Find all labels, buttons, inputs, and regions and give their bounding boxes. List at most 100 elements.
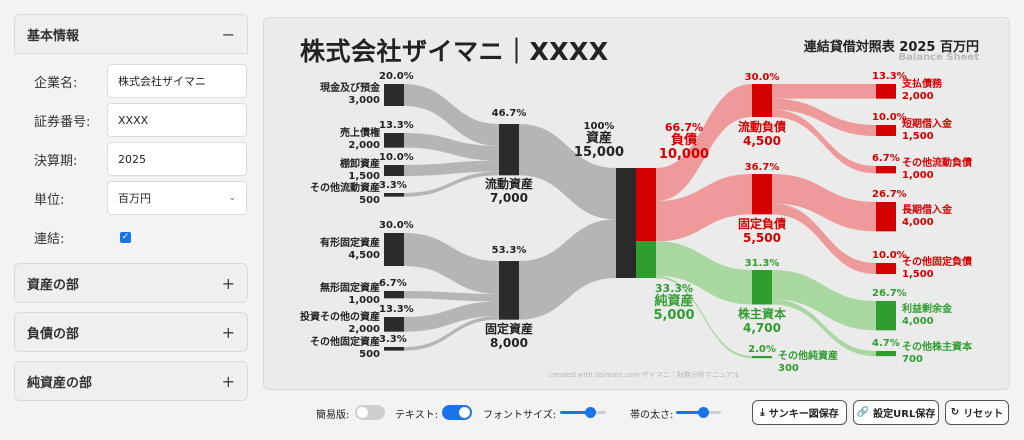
asset-item-label: 無形固定資産 1,000 <box>320 282 380 306</box>
liability-item-pct: 10.0% <box>872 250 907 261</box>
save-url-button[interactable]: 🔗 設定URL保存 <box>853 400 939 425</box>
sankey-panel: 株式会社ザイマニ｜XXXX 連結貸借対照表 2025 百万円 Balance S… <box>263 17 1010 390</box>
total-assets-pct: 100% <box>583 121 615 132</box>
liability-item-node <box>876 84 896 99</box>
expand-icon[interactable]: + <box>221 371 235 391</box>
equity-item-pct: 26.7% <box>872 288 907 299</box>
asset-item-node <box>384 193 404 197</box>
equity-section-header[interactable]: 純資産の部 + <box>14 361 248 401</box>
save-sankey-button[interactable]: ⤓ サンキー図保存 <box>752 400 847 425</box>
asset-item-pct: 13.3% <box>379 304 414 315</box>
fiscal-year-value: 2025 <box>118 152 146 166</box>
equity-pct: 33.3% <box>654 282 694 295</box>
liability-item-node <box>876 202 896 232</box>
asset-item-pct: 30.0% <box>379 220 414 231</box>
assets-section-title: 資産の部 <box>27 277 80 293</box>
fiscal-year-input[interactable]: 2025 <box>107 142 247 176</box>
liability-item-flow <box>772 203 876 274</box>
equity-item-flow <box>772 299 876 357</box>
asset-item-node <box>384 165 404 176</box>
asset-group-flow <box>519 219 616 320</box>
reset-label: リセット <box>963 409 1004 420</box>
collapse-icon[interactable]: − <box>221 24 235 44</box>
liability-item-label: 長期借入金 4,000 <box>902 204 952 228</box>
equity-item-flow <box>772 270 876 331</box>
chart-title: 株式会社ザイマニ｜XXXX <box>300 37 609 66</box>
company-name-input[interactable]: 株式会社ザイマニ <box>107 64 247 98</box>
asset-item-pct: 10.0% <box>379 152 414 163</box>
unit-value: 百万円 <box>118 192 151 205</box>
basic-info-header[interactable]: 基本情報 − <box>14 14 248 54</box>
asset-item-flow <box>404 291 499 302</box>
asset-item-label: 売上債権 2,000 <box>340 128 380 152</box>
asset-item-label: その他流動資産 500 <box>310 182 380 206</box>
liability-item-node <box>876 263 896 274</box>
text-toggle[interactable] <box>442 405 472 420</box>
equity-section-title: 純資産の部 <box>27 375 93 391</box>
liability-group-pct: 30.0% <box>744 72 780 83</box>
consolidated-checkbox[interactable]: ✓ <box>120 231 131 243</box>
asset-item-flow <box>404 160 499 176</box>
equity-group-node <box>752 356 772 359</box>
assets-section-header[interactable]: 資産の部 + <box>14 263 248 303</box>
liability-item-flow <box>772 109 876 174</box>
asset-item-flow <box>404 301 499 332</box>
total-assets-label: 資産 15,000 <box>573 131 625 160</box>
expand-icon[interactable]: + <box>221 322 235 342</box>
company-name-value: 株式会社ザイマニ <box>118 75 206 88</box>
ticker-value: XXXX <box>118 113 149 127</box>
liability-item-flow <box>772 84 876 99</box>
equity-item-pct: 4.7% <box>872 338 900 349</box>
expand-icon[interactable]: + <box>221 273 235 293</box>
liability-group-node <box>752 84 772 117</box>
equity-group-pct: 31.3% <box>744 258 780 269</box>
liability-item-pct: 26.7% <box>872 189 907 200</box>
fiscal-year-row: 決算期: 2025 <box>14 140 248 178</box>
asset-item-label: 投資その他の資産 2,000 <box>300 312 380 336</box>
basic-info-title: 基本情報 <box>27 28 80 44</box>
liability-item-node <box>876 125 896 136</box>
fiscal-year-label: 決算期: <box>34 153 78 169</box>
company-name-row: 企業名: 株式会社ザイマニ <box>14 62 248 100</box>
liability-group-flow <box>656 84 752 201</box>
consolidated-label: 連結: <box>34 231 65 247</box>
liability-item-flow <box>772 98 876 136</box>
liability-group-node <box>752 174 772 215</box>
asset-item-flow <box>404 316 499 351</box>
liabilities-label: 負債 10,000 <box>658 133 710 162</box>
liability-item-pct: 13.3% <box>872 71 907 82</box>
liability-group-flow <box>656 174 752 242</box>
liability-item-flow <box>772 174 876 232</box>
liability-item-label: その他流動負債 1,000 <box>902 157 972 181</box>
unit-row: 単位: 百万円 ⌄ <box>14 179 248 217</box>
asset-group-node <box>499 261 519 320</box>
sankey-chart <box>384 84 896 359</box>
chart-subtitle-en: Balance Sheet <box>898 52 979 63</box>
asset-item-node <box>384 317 404 332</box>
liability-group-label: 固定負債 5,500 <box>737 217 786 246</box>
equity-group-label: 株主資本 4,700 <box>737 307 786 336</box>
unit-select[interactable]: 百万円 ⌄ <box>107 181 247 215</box>
reset-icon: ↻ <box>950 407 960 418</box>
asset-item-pct: 3.3% <box>379 334 407 345</box>
asset-group-pct: 53.3% <box>491 245 527 256</box>
font-size-label: フォントサイズ: <box>483 410 557 421</box>
ticker-input[interactable]: XXXX <box>107 103 247 137</box>
total-assets-node <box>616 168 636 278</box>
simple-mode-toggle[interactable] <box>355 405 385 420</box>
asset-item-flow <box>404 84 499 146</box>
asset-item-pct: 6.7% <box>379 278 407 289</box>
asset-item-node <box>384 291 404 299</box>
liability-item-node <box>876 166 896 174</box>
ticker-row: 証券番号: XXXX <box>14 101 248 139</box>
asset-item-label: その他固定資産 500 <box>310 336 380 360</box>
asset-group-label: 流動資産 7,000 <box>484 177 533 206</box>
equity-item-node <box>876 351 896 357</box>
save-url-label: 設定URL保存 <box>873 409 936 420</box>
basic-info-body: 企業名: 株式会社ザイマニ 証券番号: XXXX 決算期: 2025 単位: 百… <box>14 54 248 263</box>
ticker-label: 証券番号: <box>34 114 91 130</box>
equity-item-label: その他株主資本 700 <box>902 341 972 365</box>
reset-button[interactable]: ↻ リセット <box>945 400 1009 425</box>
liabilities-section-header[interactable]: 負債の部 + <box>14 312 248 352</box>
liabilities-pct: 66.7% <box>664 121 704 134</box>
